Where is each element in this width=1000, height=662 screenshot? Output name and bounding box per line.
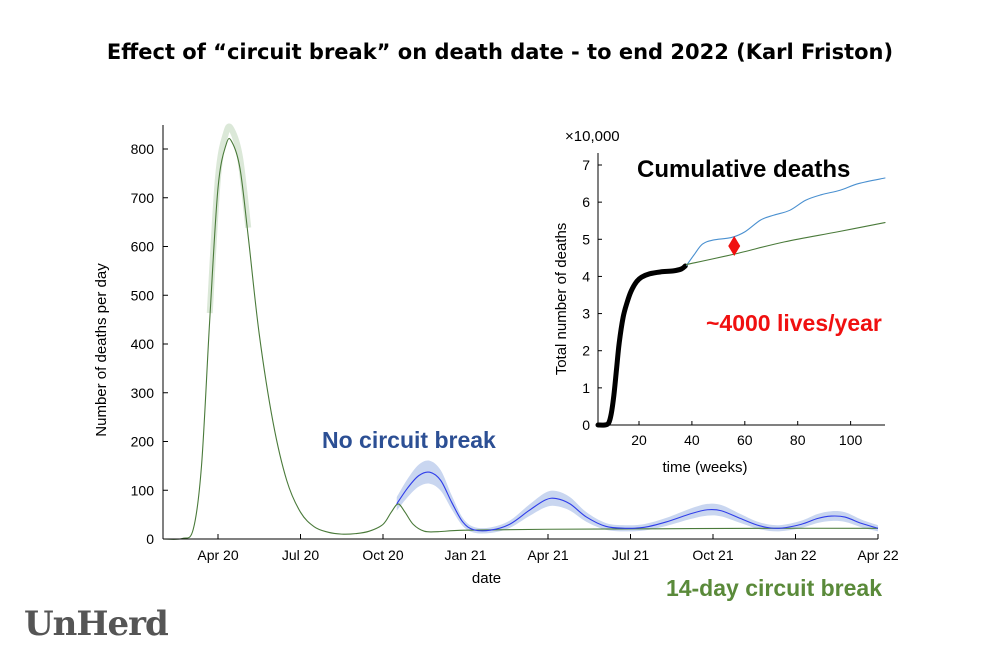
x-tick-label: Oct 20: [362, 547, 403, 563]
inset-y-tick-label: 7: [582, 157, 590, 173]
x-tick-label: Apr 22: [857, 547, 898, 563]
inset-x-axis-label: time (weeks): [662, 459, 747, 476]
y-tick-label: 800: [131, 141, 155, 157]
inset-x-tick-label: 20: [631, 432, 647, 448]
y-tick-label: 400: [131, 336, 155, 352]
x-tick-label: Apr 20: [197, 547, 238, 563]
inset-y-axis-label: Total number of deaths: [553, 223, 570, 376]
inset-x-tick-label: 80: [790, 432, 806, 448]
inset-x-tick-label: 100: [839, 432, 863, 448]
difference-marker-diamond: [728, 235, 741, 256]
x-tick-label: Jul 20: [282, 547, 320, 563]
x-tick-label: Apr 21: [527, 547, 568, 563]
annotation-lives-per-year: ~4000 lives/year: [706, 310, 882, 336]
inset-series-no-circuit-break: [686, 177, 886, 266]
y-tick-label: 100: [131, 482, 155, 498]
unherd-logo: UnHerd: [24, 604, 169, 644]
y-tick-label: 300: [131, 385, 155, 401]
x-axis-label: date: [472, 570, 501, 587]
y-tick-label: 500: [131, 287, 155, 303]
y-tick-label: 200: [131, 434, 155, 450]
y-axis-label: Number of deaths per day: [93, 263, 110, 437]
inset-y-tick-label: 2: [582, 343, 590, 359]
inset-series-14-day-circuit-break: [686, 222, 886, 266]
y-tick-label: 600: [131, 239, 155, 255]
inset-x-tick-label: 60: [737, 432, 753, 448]
inset-y-tick-label: 5: [582, 231, 590, 247]
inset-x-tick-label: 40: [684, 432, 700, 448]
annotation-14-day-circuit-break: 14-day circuit break: [666, 575, 882, 601]
x-tick-label: Jul 21: [612, 547, 650, 563]
inset-y-tick-label: 1: [582, 380, 590, 396]
uncertainty-band-no-circuit-break: [396, 460, 878, 534]
x-tick-label: Oct 21: [692, 547, 733, 563]
inset-y-tick-label: 6: [582, 194, 590, 210]
annotation-no-circuit-break: No circuit break: [322, 427, 496, 453]
y-tick-label: 0: [146, 531, 154, 547]
inset-background: [598, 153, 885, 425]
inset-title: Cumulative deaths: [637, 156, 850, 183]
uncertainty-band-peak: [206, 123, 252, 314]
inset-y-tick-label: 4: [582, 268, 590, 284]
x-tick-label: Jan 21: [444, 547, 486, 563]
figure-title: Effect of “circuit break” on death date …: [106, 40, 894, 64]
x-tick-label: Jan 22: [774, 547, 816, 563]
y-tick-label: 700: [131, 190, 155, 206]
inset-y-tick-label: 0: [582, 417, 590, 433]
series-line-no-circuit-break: [396, 471, 879, 532]
inset-multiplier: ×10,000: [565, 128, 620, 145]
inset-series-observed: [595, 263, 688, 428]
inset-y-tick-label: 3: [582, 306, 590, 322]
series-line-14-day-circuit-break: [162, 137, 879, 540]
